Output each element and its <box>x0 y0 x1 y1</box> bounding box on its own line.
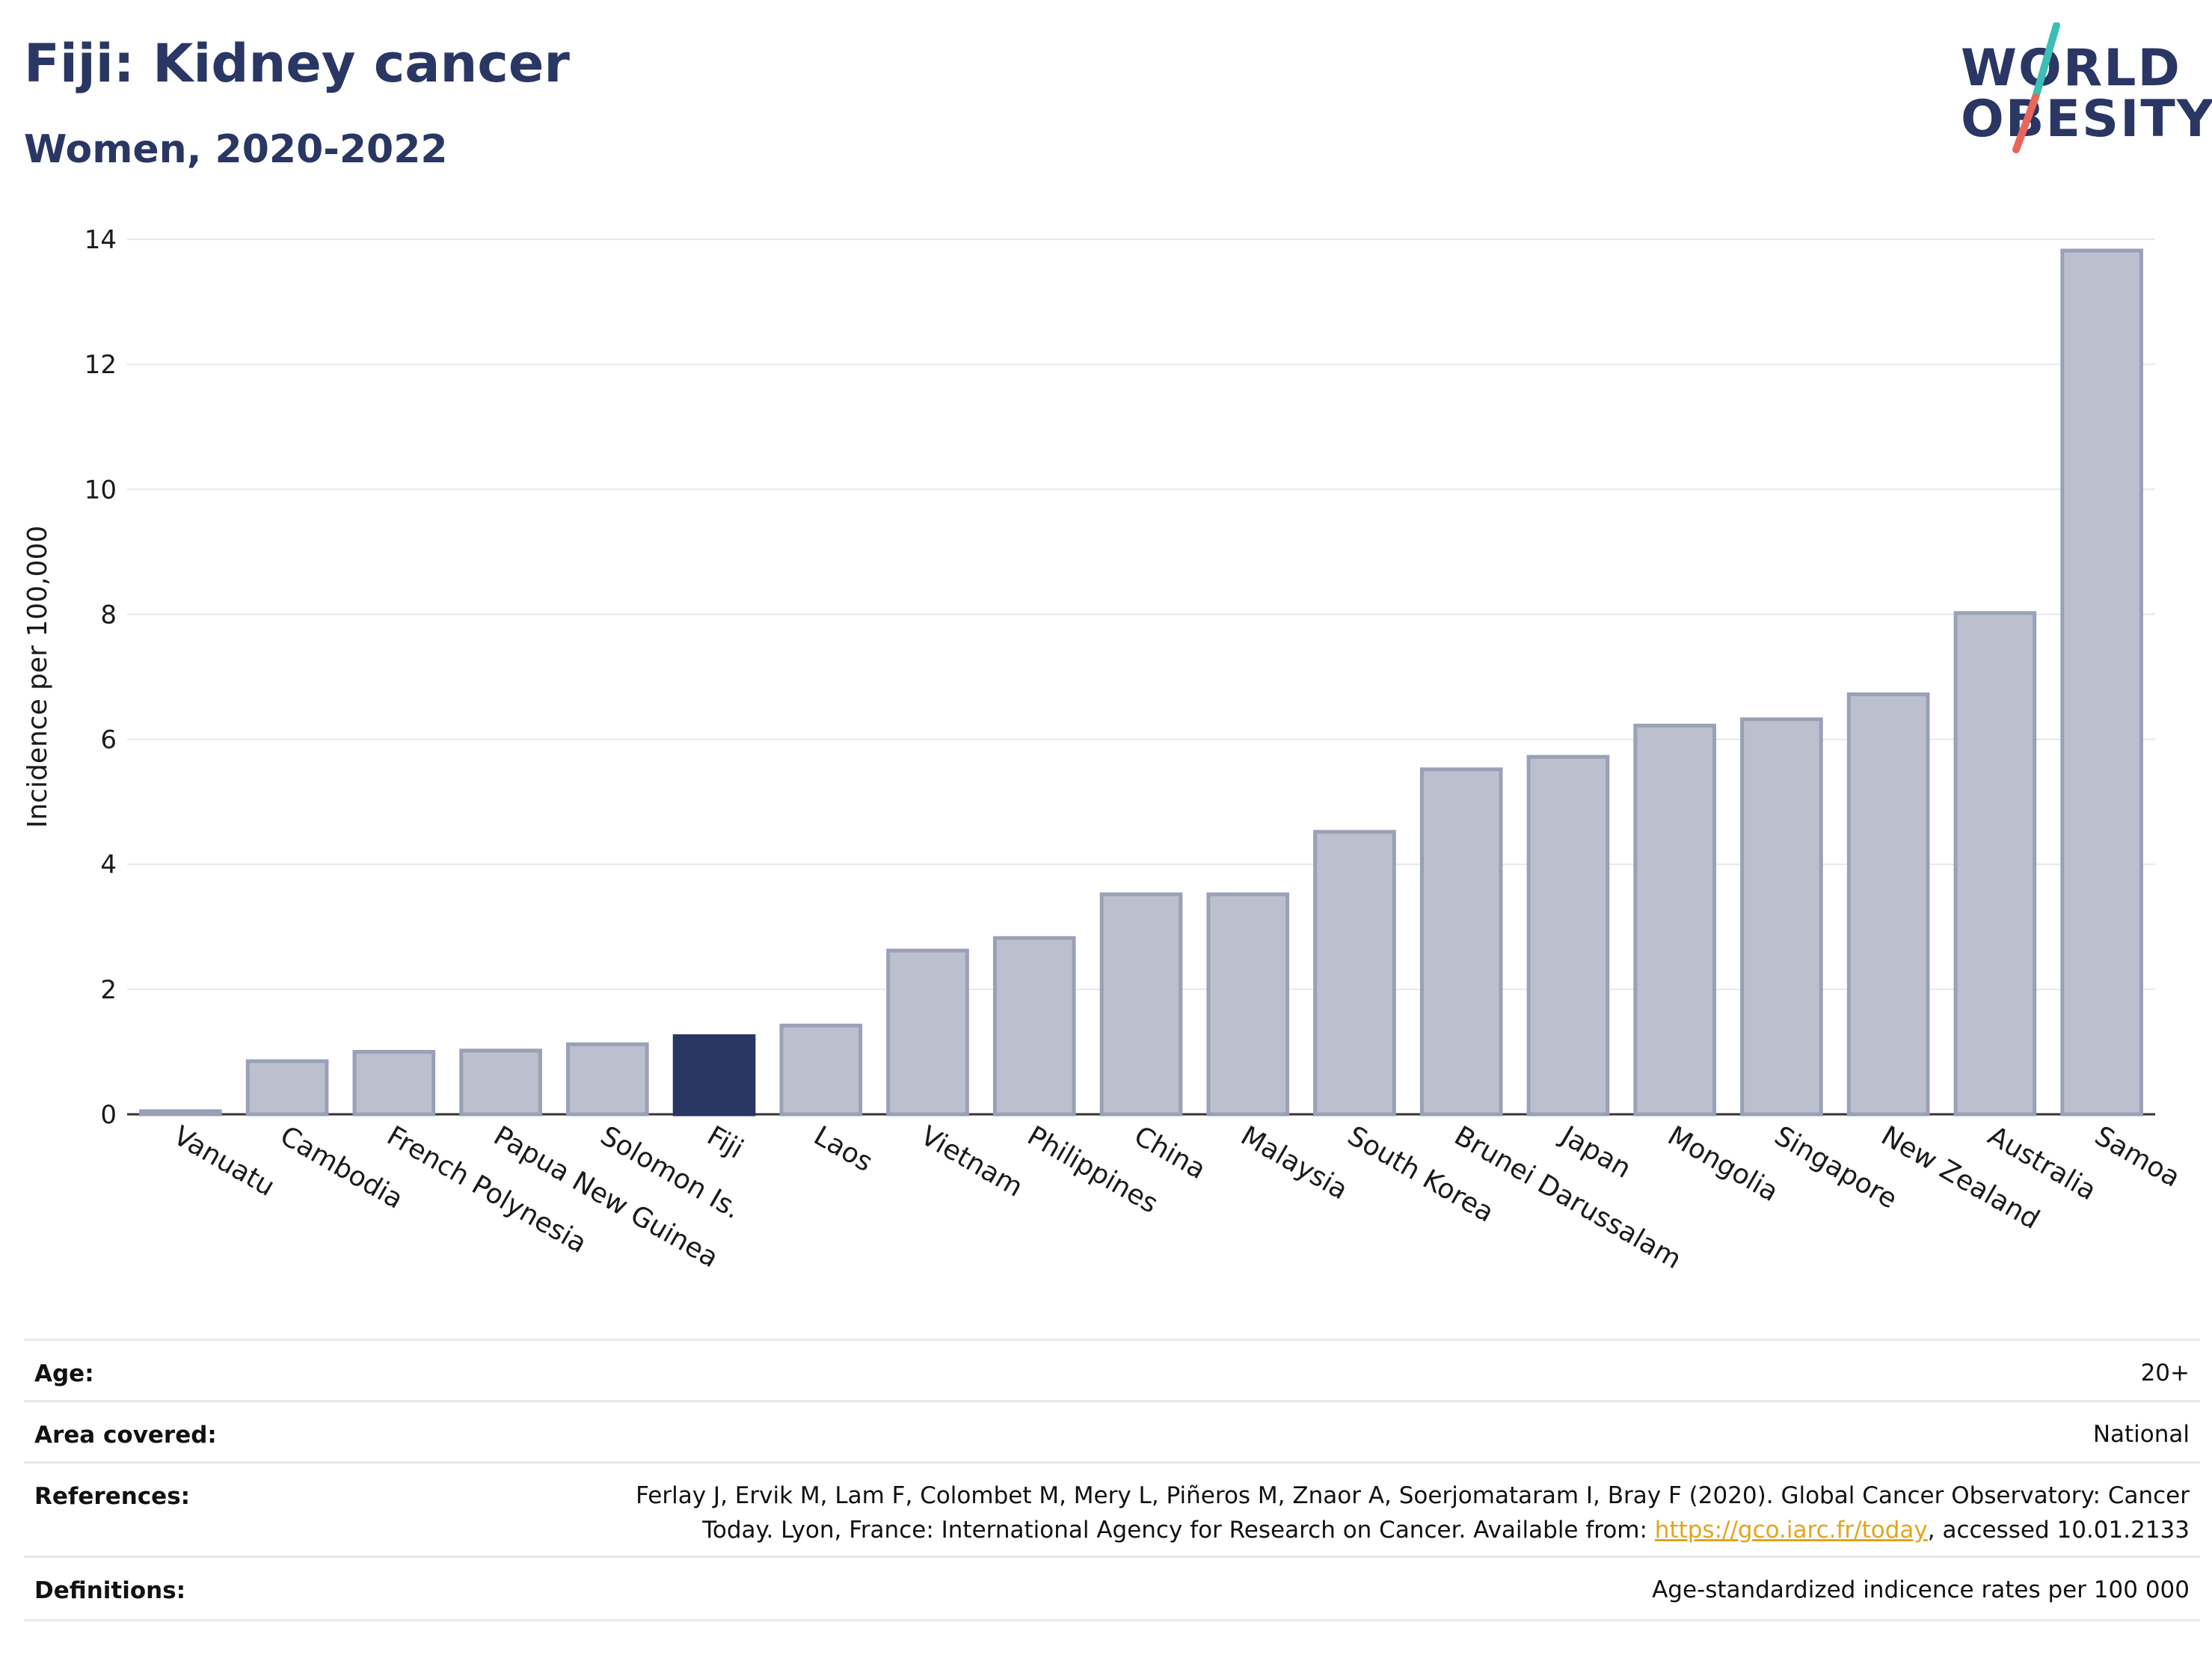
meta-references-label: References: <box>34 1483 191 1510</box>
x-tick-label: China <box>1129 1120 1211 1185</box>
bar-new-zealand <box>1846 692 1930 1117</box>
x-tick-label: Malaysia <box>1235 1120 1353 1206</box>
bar-vietnam <box>886 948 969 1117</box>
bar-japan <box>1526 755 1610 1117</box>
bar-malaysia <box>1206 892 1290 1117</box>
y-tick-label: 4 <box>100 850 117 880</box>
x-tick-label: Laos <box>808 1120 877 1178</box>
y-axis-label: Incidence per 100,000 <box>22 526 53 829</box>
meta-row-area: Area covered: National <box>24 1400 2200 1464</box>
x-tick-label: Mongolia <box>1662 1120 1784 1208</box>
meta-row-age: Age: 20+ <box>24 1339 2200 1402</box>
chart-title: Fiji: Kidney cancer <box>24 33 570 94</box>
bar-solomon-is <box>566 1042 649 1117</box>
reference-text-after-link: , accessed 10.01.2133 <box>1927 1517 2190 1544</box>
y-tick-labels: 0 2 4 6 8 10 12 14 <box>85 225 117 1130</box>
meta-definitions-label: Definitions: <box>34 1577 186 1604</box>
reference-line-1: Ferlay J, Ervik M, Lam F, Colombet M, Me… <box>636 1482 2190 1509</box>
reference-line-2: Today. Lyon, France: International Agenc… <box>636 1513 2190 1547</box>
x-tick-label: Vietnam <box>915 1120 1027 1203</box>
y-tick-label: 0 <box>100 1100 117 1130</box>
logo-word-obesity: OBESITY <box>1961 90 2212 149</box>
meta-references-value: Ferlay J, Ervik M, Lam F, Colombet M, Me… <box>636 1479 2190 1547</box>
bar-papua-new-guinea <box>459 1048 542 1117</box>
bar-philippines <box>992 936 1076 1117</box>
bar-brunei-darussalam <box>1419 767 1503 1117</box>
x-tick-label: Singapore <box>1769 1120 1902 1215</box>
x-tick-label: Fiji <box>702 1120 749 1165</box>
bar-vanuatu <box>139 1109 222 1117</box>
meta-area-value: National <box>2092 1421 2190 1448</box>
bar-singapore <box>1740 717 1823 1117</box>
bar-samoa <box>2060 248 2143 1117</box>
logo-slash-icon <box>2012 22 2060 153</box>
reference-text-before-link: Today. Lyon, France: International Agenc… <box>702 1517 1655 1544</box>
bar-laos <box>779 1023 863 1117</box>
y-tick-label: 14 <box>85 225 117 255</box>
y-tick-label: 12 <box>85 350 117 380</box>
bar-australia <box>1953 611 2037 1117</box>
reference-link[interactable]: https://gco.iarc.fr/today <box>1654 1517 1928 1544</box>
bar-china <box>1099 892 1183 1117</box>
meta-row-references: References: Ferlay J, Ervik M, Lam F, Co… <box>24 1461 2200 1558</box>
meta-age-value: 20+ <box>2140 1360 2190 1387</box>
x-tick-label: Vanuatu <box>168 1120 280 1203</box>
y-tick-label: 6 <box>100 725 117 755</box>
chart-subtitle: Women, 2020-2022 <box>24 127 448 172</box>
meta-area-label: Area covered: <box>34 1422 217 1449</box>
bars <box>139 248 2143 1117</box>
y-tick-label: 10 <box>85 475 117 505</box>
meta-definitions-value: Age-standardized indicence rates per 100… <box>1652 1576 2190 1603</box>
x-tick-label: Samoa <box>2089 1120 2185 1194</box>
y-tick-label: 8 <box>100 600 117 630</box>
bar-mongolia <box>1633 723 1716 1117</box>
bar-south-korea <box>1313 829 1396 1117</box>
y-tick-label: 2 <box>100 975 117 1005</box>
bar-french-polynesia <box>352 1049 436 1117</box>
x-tick-label: Japan <box>1555 1120 1636 1185</box>
x-tick-label: French Polynesia <box>381 1120 592 1259</box>
bar-fiji <box>672 1034 756 1117</box>
meta-row-definitions: Definitions: Age-standardized indicence … <box>24 1556 2200 1621</box>
meta-age-label: Age: <box>34 1360 94 1387</box>
bar-cambodia <box>245 1059 329 1117</box>
logo-word-world: WORLD <box>1961 39 2181 98</box>
world-obesity-logo: WORLD OBESITY <box>1944 22 2212 165</box>
